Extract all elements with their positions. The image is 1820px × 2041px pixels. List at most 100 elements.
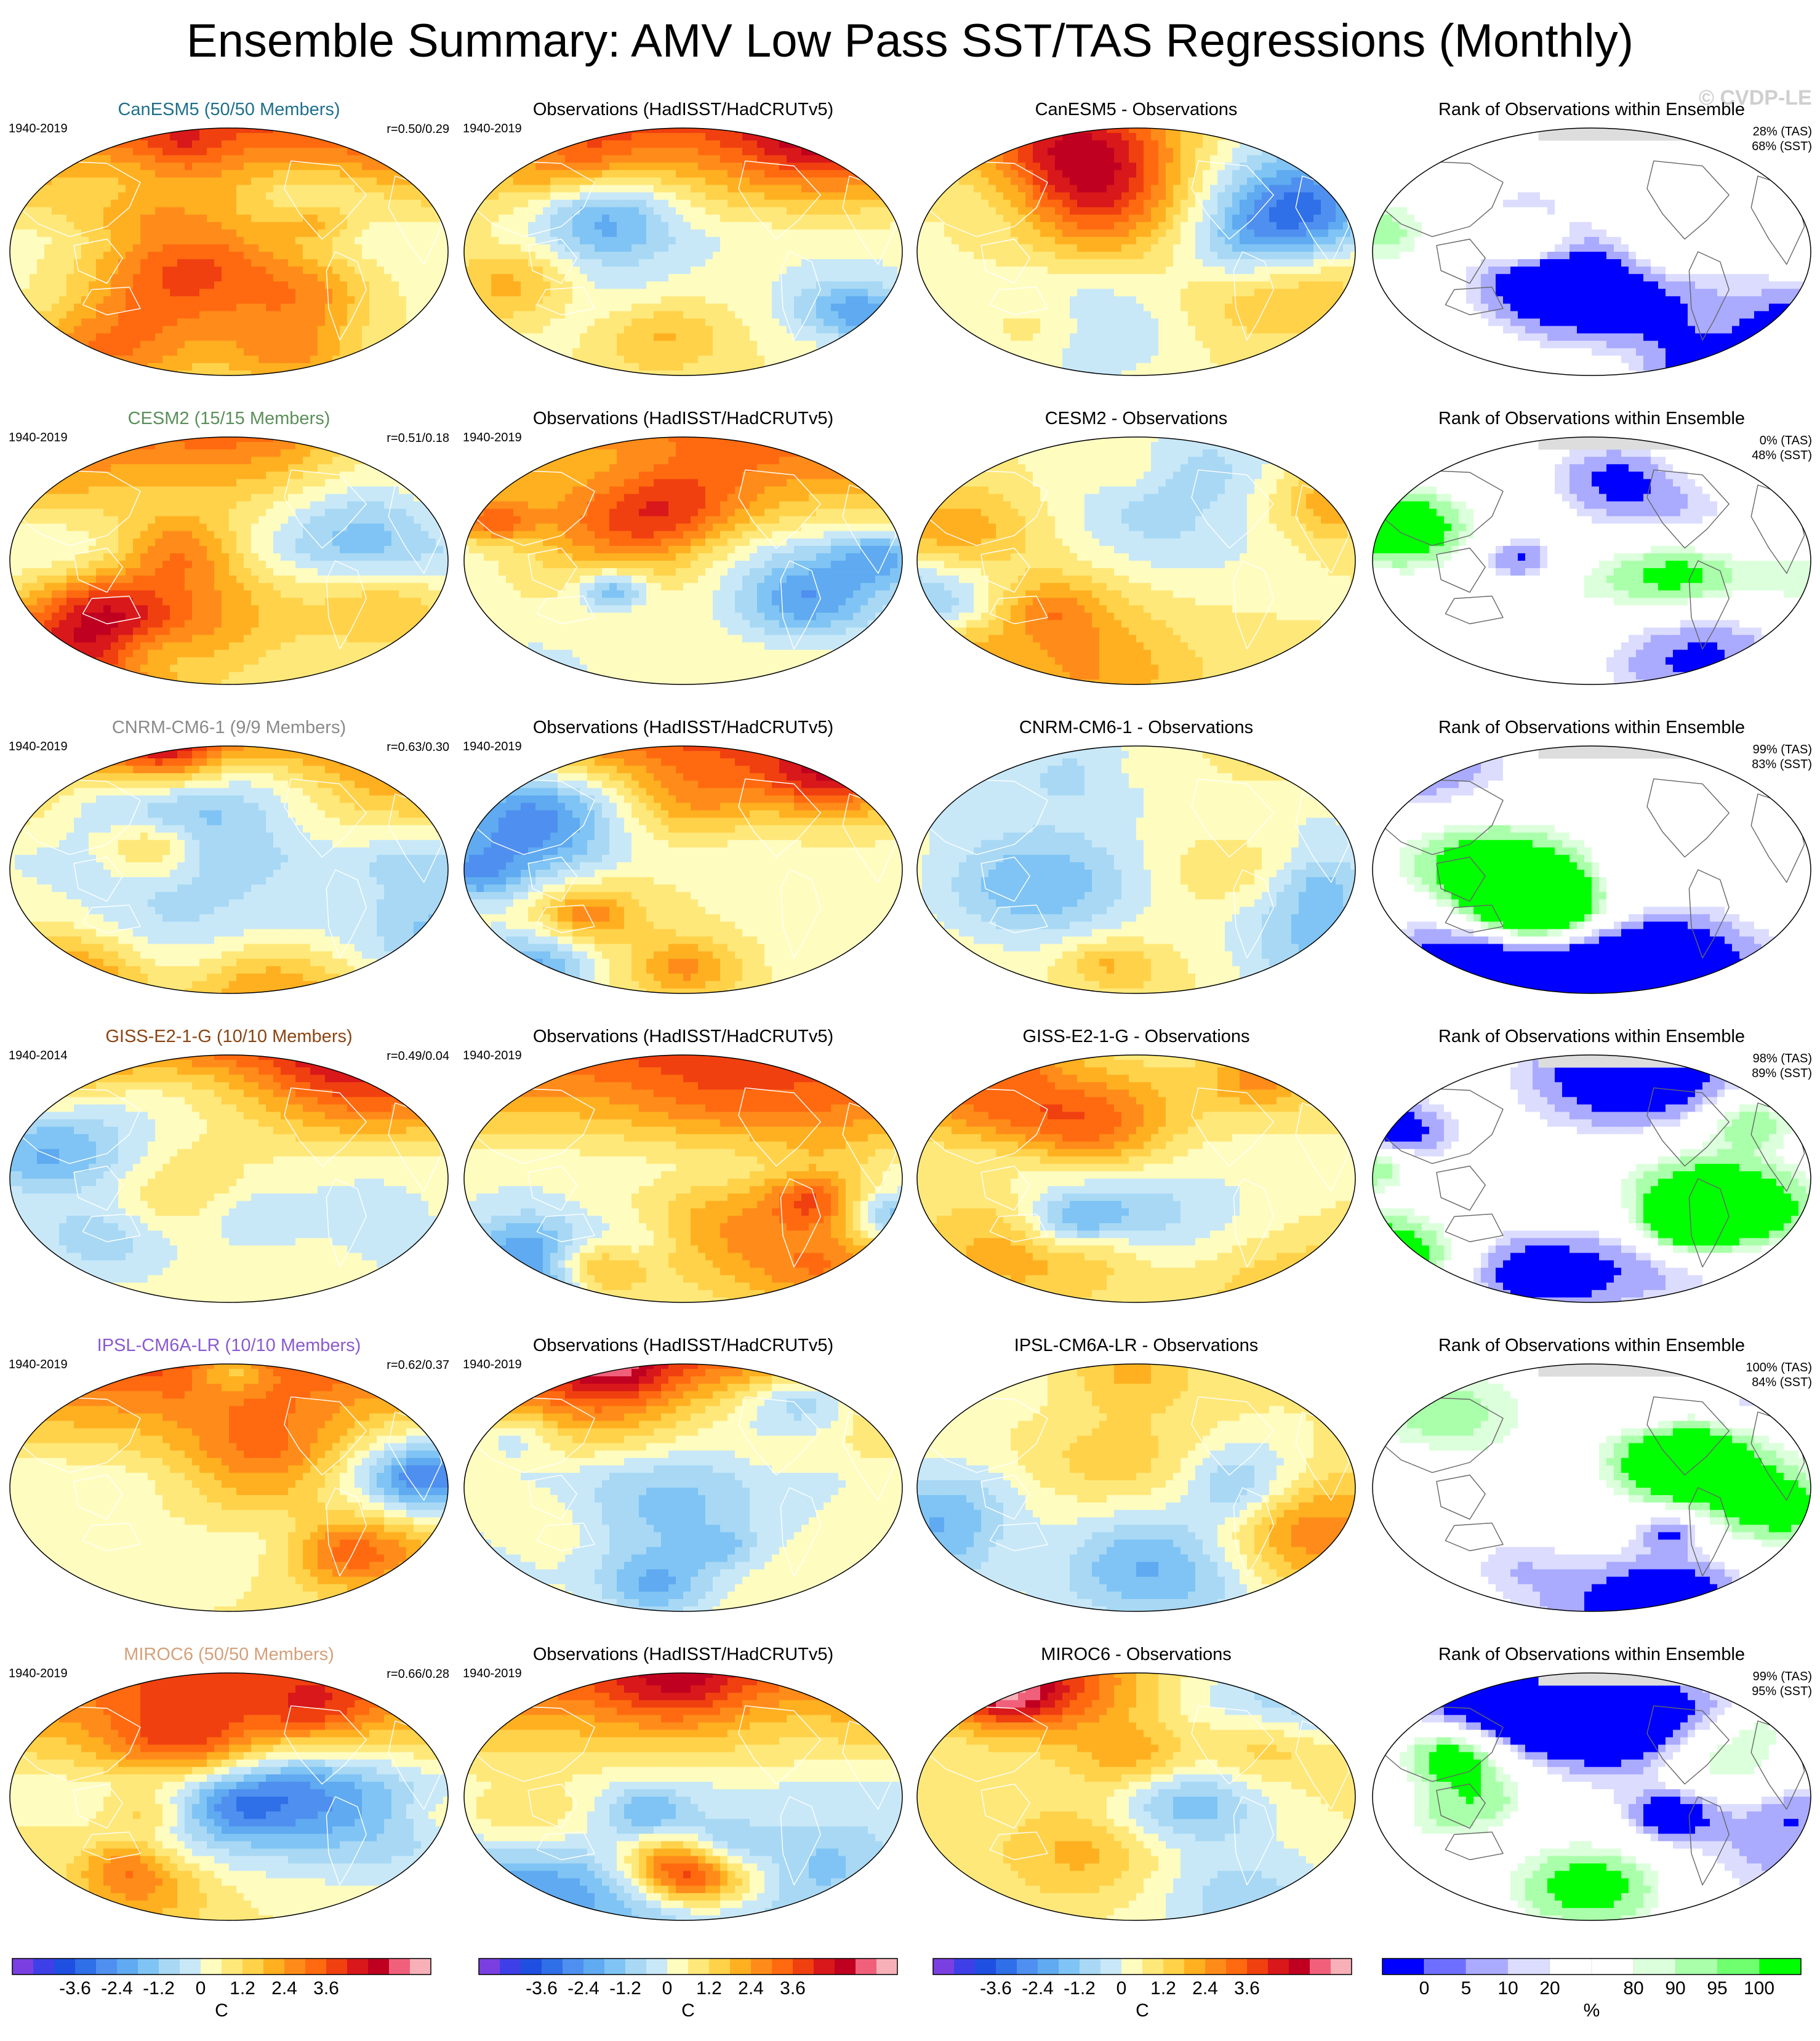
map-rank	[1372, 436, 1811, 685]
colorbar-swatch	[368, 1959, 390, 1975]
panel-cesm2-obs: Observations (HadISST/HadCRUTv5) 1940-201…	[462, 407, 905, 715]
panel-cnrm-cm6-1-obs: Observations (HadISST/HadCRUTv5) 1940-201…	[462, 716, 905, 1024]
pattern-correlation: r=0.50/0.29	[387, 122, 449, 137]
colorbar-tick-label: 100	[1744, 1978, 1774, 1999]
colorbar-tick-label: 0	[196, 1978, 206, 1999]
panel-title: Rank of Observations within Ensemble	[1370, 1334, 1813, 1357]
colorbar-swatch	[389, 1959, 411, 1975]
page-title: Ensemble Summary: AMV Low Pass SST/TAS R…	[0, 14, 1820, 69]
map-model	[9, 436, 449, 685]
colorbar-tick-label: 0	[662, 1978, 673, 1999]
colorbar-tick-label: 1.2	[696, 1978, 722, 1999]
panel-title: IPSL-CM6A-LR - Observations	[915, 1334, 1358, 1357]
panel-title: CESM2 (15/15 Members)	[7, 407, 451, 430]
colorbar-swatch	[12, 1959, 34, 1975]
panel-canesm5-diff: CanESM5 - Observations	[915, 98, 1358, 406]
colorbar-swatch	[180, 1959, 201, 1975]
world-map	[915, 1361, 1358, 1614]
panel-title: Rank of Observations within Ensemble	[1370, 407, 1813, 430]
colorbar-tick-label: 3.6	[313, 1978, 339, 1999]
colorbar-swatch	[159, 1959, 180, 1975]
panel-title: CanESM5 (50/50 Members)	[7, 98, 451, 121]
colorbar-swatch	[201, 1959, 222, 1975]
map-model	[9, 127, 449, 376]
colorbar-swatch	[975, 1959, 996, 1975]
colorbar-swatch	[1633, 1958, 1676, 1975]
panel-miroc6-diff: MIROC6 - Observations	[915, 1643, 1358, 1951]
pattern-correlation: r=0.49/0.04	[387, 1049, 449, 1064]
world-map	[462, 1053, 905, 1305]
map-model	[9, 1054, 449, 1303]
panel-canesm5-model: CanESM5 (50/50 Members) 1940-2019 r=0.50/0…	[7, 98, 451, 406]
colorbar-tick-label: -1.2	[1064, 1978, 1096, 1999]
map-model	[9, 1363, 449, 1612]
rank-values: 100% (TAS) 84% (SST)	[1746, 1360, 1812, 1390]
colorbar-tick-label: 1.2	[1150, 1978, 1176, 1999]
map-rank	[1372, 745, 1811, 994]
colorbar-unit: C	[215, 2000, 228, 2021]
panel-miroc6-rank: Rank of Observations within Ensemble 99% …	[1370, 1643, 1813, 1951]
map-obs	[463, 1672, 903, 1921]
colorbar-tick-label: 80	[1623, 1978, 1643, 1999]
rank-sst: 83% (SST)	[1752, 757, 1812, 772]
colorbar-swatch	[284, 1959, 306, 1975]
world-map	[1370, 1361, 1813, 1614]
colorbar-swatch	[933, 1959, 955, 1975]
panel-giss-e2-1-g-model: GISS-E2-1-G (10/10 Members) 1940-2014 r=0.…	[7, 1025, 451, 1333]
panel-cesm2-diff: CESM2 - Observations	[915, 407, 1358, 715]
map-model	[9, 745, 449, 994]
colorbar-tick-label: 5	[1461, 1978, 1472, 1999]
world-map	[915, 1670, 1358, 1923]
world-map	[1370, 126, 1813, 378]
panel-title: Observations (HadISST/HadCRUTv5)	[462, 716, 905, 739]
map-model	[9, 1672, 449, 1921]
pattern-correlation: r=0.66/0.28	[387, 1667, 449, 1682]
world-map	[462, 744, 905, 996]
panel-ipsl-cm6a-lr-rank: Rank of Observations within Ensemble 100%…	[1370, 1334, 1813, 1642]
colorbar-swatch	[1038, 1959, 1059, 1975]
colorbar-swatch	[263, 1959, 285, 1975]
panel-title: IPSL-CM6A-LR (10/10 Members)	[7, 1334, 451, 1357]
map-diff	[916, 436, 1356, 685]
colorbar-swatch	[751, 1959, 772, 1975]
map-rank	[1372, 1054, 1811, 1303]
world-map	[462, 435, 905, 687]
map-obs	[463, 436, 903, 685]
panel-canesm5-rank: Rank of Observations within Ensemble 28% …	[1370, 98, 1813, 406]
colorbar-swatch	[1017, 1959, 1038, 1975]
rank-sst: 95% (SST)	[1752, 1684, 1812, 1699]
panel-ipsl-cm6a-lr-diff: IPSL-CM6A-LR - Observations	[915, 1334, 1358, 1642]
colorbar-swatch	[876, 1959, 898, 1975]
world-map	[1370, 744, 1813, 996]
panel-giss-e2-1-g-obs: Observations (HadISST/HadCRUTv5) 1940-201…	[462, 1025, 905, 1333]
panel-cnrm-cm6-1-diff: CNRM-CM6-1 - Observations	[915, 716, 1358, 1024]
colorbar-swatch	[1331, 1959, 1352, 1975]
colorbar-tick-label: 0	[1419, 1978, 1430, 1999]
panel-title: MIROC6 (50/50 Members)	[7, 1643, 451, 1666]
colorbar-swatch	[814, 1959, 835, 1975]
colorbar-swatch	[410, 1959, 431, 1975]
colorbar-swatch	[604, 1959, 626, 1975]
colorbar-unit: C	[681, 2000, 695, 2021]
colorbar-tick-label: 2.4	[738, 1978, 764, 1999]
rank-values: 99% (TAS) 83% (SST)	[1752, 742, 1812, 772]
colorbar-swatch	[243, 1959, 264, 1975]
rank-tas: 98% (TAS)	[1752, 1051, 1812, 1066]
colorbar-tick-label: 1.2	[230, 1978, 255, 1999]
colorbar-unit: C	[1136, 2000, 1149, 2021]
colorbar-swatch	[793, 1959, 814, 1975]
colorbar-swatch	[856, 1959, 877, 1975]
colorbar-swatch	[347, 1959, 369, 1975]
colorbar-swatch	[1424, 1958, 1467, 1975]
colorbar-swatch	[563, 1959, 584, 1975]
colorbar-tick-label: -1.2	[143, 1978, 175, 1999]
rank-sst: 89% (SST)	[1752, 1066, 1812, 1081]
rank-tas: 0% (TAS)	[1752, 433, 1812, 448]
colorbar-swatch	[709, 1959, 731, 1975]
colorbar-tick-label: 20	[1539, 1978, 1560, 1999]
period-label: 1940-2019	[463, 1358, 522, 1372]
period-label: 1940-2019	[463, 1049, 522, 1063]
colorbar-swatch	[1205, 1959, 1227, 1975]
world-map	[1370, 1670, 1813, 1923]
world-map	[7, 126, 451, 378]
